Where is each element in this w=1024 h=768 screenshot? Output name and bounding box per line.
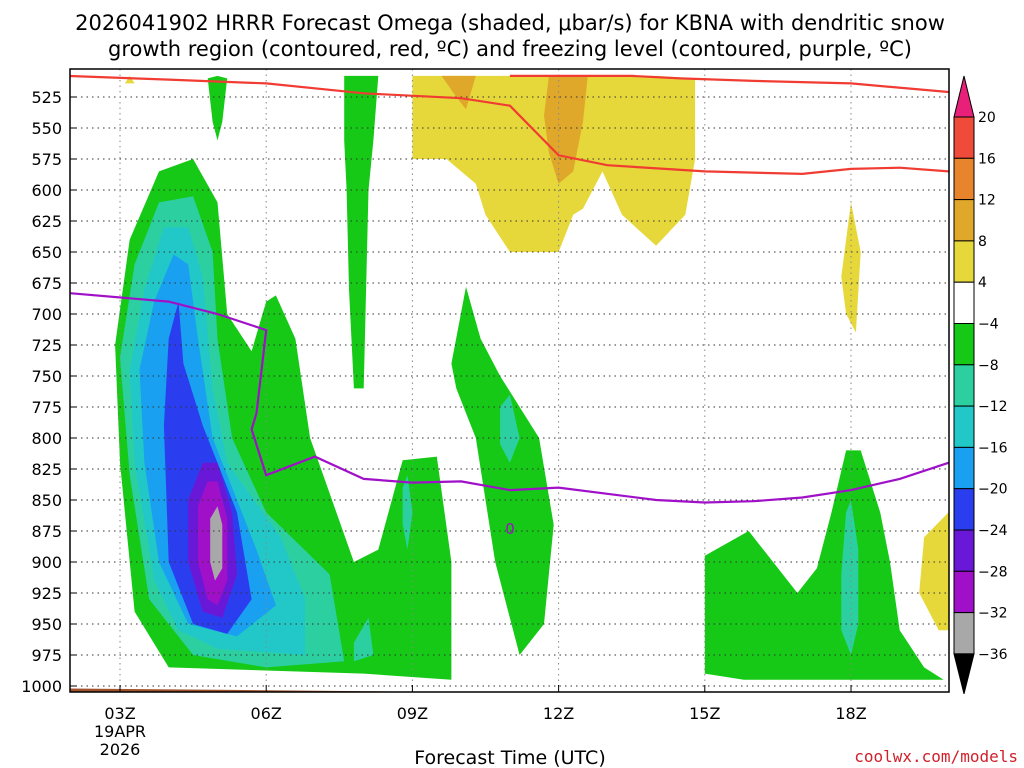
- colorbar-band--32: [953, 570, 975, 614]
- colorbar-band--12: [953, 364, 975, 407]
- y-tick-label-875: 875: [31, 522, 62, 541]
- colorbar-label-0: 20: [978, 110, 996, 126]
- omega-region-17: [441, 75, 476, 110]
- x-tick-date-year: 2026: [100, 740, 141, 759]
- x-tick-label-15Z: 15Z: [689, 704, 720, 723]
- colorbar-band--4: [953, 281, 975, 325]
- omega-shading-layer: [115, 75, 949, 680]
- freezing-level-line: [70, 292, 949, 504]
- source-credit: coolwx.com/models: [854, 747, 1018, 766]
- colorbar-band-16: [953, 116, 975, 159]
- colorbar-band-8: [953, 199, 975, 242]
- colorbar-label-13: −36: [978, 647, 1008, 663]
- y-tick-label-700: 700: [31, 305, 62, 324]
- colorbar-label-1: 16: [978, 151, 996, 167]
- colorbar-label-4: 4: [978, 275, 987, 291]
- omega-region-13: [353, 617, 374, 662]
- contour-lines-layer: [70, 74, 949, 504]
- y-tick-label-800: 800: [31, 429, 62, 448]
- y-tick-label-1000: 1000: [21, 677, 62, 696]
- y-tick-label-775: 775: [31, 398, 62, 417]
- dgz-contour-line-top: [509, 74, 949, 94]
- y-tick-label-825: 825: [31, 460, 62, 479]
- y-tick-label-575: 575: [31, 150, 62, 169]
- omega-region-9: [344, 75, 379, 389]
- colorbar-band--24: [953, 488, 975, 531]
- omega-region-8: [207, 75, 228, 141]
- plot-frame: [69, 68, 950, 693]
- x-tick-label-03Z: 03Z: [104, 704, 135, 723]
- colorbar-band--28: [953, 529, 975, 572]
- colorbar-label-10: −24: [978, 523, 1008, 539]
- x-axis-title: Forecast Time (UTC): [414, 747, 605, 768]
- y-tick-label-725: 725: [31, 336, 62, 355]
- y-tick-label-675: 675: [31, 274, 62, 293]
- omega-region-15: [841, 500, 859, 655]
- y-tick-label-550: 550: [31, 119, 62, 138]
- freezing-level-label: 0: [505, 520, 515, 538]
- x-tick-date-day: 19APR: [94, 722, 146, 741]
- omega-region-21: [124, 75, 135, 84]
- grid-layer: [70, 69, 949, 692]
- omega-region-18: [544, 75, 588, 184]
- x-tick-label-09Z: 09Z: [397, 704, 428, 723]
- x-tick-label-06Z: 06Z: [251, 704, 282, 723]
- omega-region-14: [704, 450, 944, 680]
- y-axis: 525 550 575 600 625 650 675 700 725 750 775 800 825 8…: [21, 88, 77, 696]
- chart-title-line-2: growth region (contoured, red, ºC) and f…: [108, 37, 912, 61]
- chart-title-line-1: 2026041902 HRRR Forecast Omega (shaded, …: [75, 11, 945, 35]
- omega-region-11: [500, 394, 520, 463]
- colorbar-label-9: −20: [978, 482, 1008, 498]
- colorbar-label-5: −4: [978, 317, 999, 333]
- colorbar-band--8: [953, 323, 975, 366]
- terrain-layer: [70, 688, 442, 692]
- y-tick-label-975: 975: [31, 646, 62, 665]
- colorbar-band--20: [953, 446, 975, 490]
- colorbar-label-6: −8: [978, 358, 999, 374]
- x-tick-label-18Z: 18Z: [835, 704, 866, 723]
- y-tick-label-850: 850: [31, 491, 62, 510]
- omega-region-12: [402, 475, 413, 550]
- omega-region-20: [919, 512, 949, 631]
- y-tick-label-625: 625: [31, 212, 62, 231]
- y-tick-label-525: 525: [31, 88, 62, 107]
- colorbar-label-3: 8: [978, 234, 987, 250]
- terrain-ground: [70, 688, 442, 692]
- colorbar: 20 16 12 8 4 −4 −8 −12 −16 −20 −24 −28 −32 −36: [953, 75, 1008, 695]
- colorbar-label-8: −16: [978, 440, 1008, 456]
- y-tick-label-925: 925: [31, 584, 62, 603]
- dgz-contour-line: [70, 74, 949, 176]
- x-tick-label-12Z: 12Z: [543, 704, 574, 723]
- colorbar-top-arrow: [953, 75, 975, 118]
- y-tick-label-950: 950: [31, 615, 62, 634]
- colorbar-band-12: [953, 157, 975, 201]
- colorbar-label-12: −32: [978, 606, 1008, 622]
- colorbar-band--16: [953, 405, 975, 448]
- y-tick-label-650: 650: [31, 243, 62, 262]
- y-tick-label-750: 750: [31, 367, 62, 386]
- colorbar-band-4: [953, 240, 975, 283]
- colorbar-bottom-arrow: [953, 653, 975, 695]
- omega-region-10: [451, 286, 554, 655]
- y-tick-label-900: 900: [31, 553, 62, 572]
- y-tick-label-600: 600: [31, 181, 62, 200]
- colorbar-label-11: −28: [978, 564, 1008, 580]
- colorbar-label-2: 12: [978, 193, 996, 209]
- colorbar-band--36: [953, 612, 975, 655]
- colorbar-label-7: −12: [978, 399, 1008, 415]
